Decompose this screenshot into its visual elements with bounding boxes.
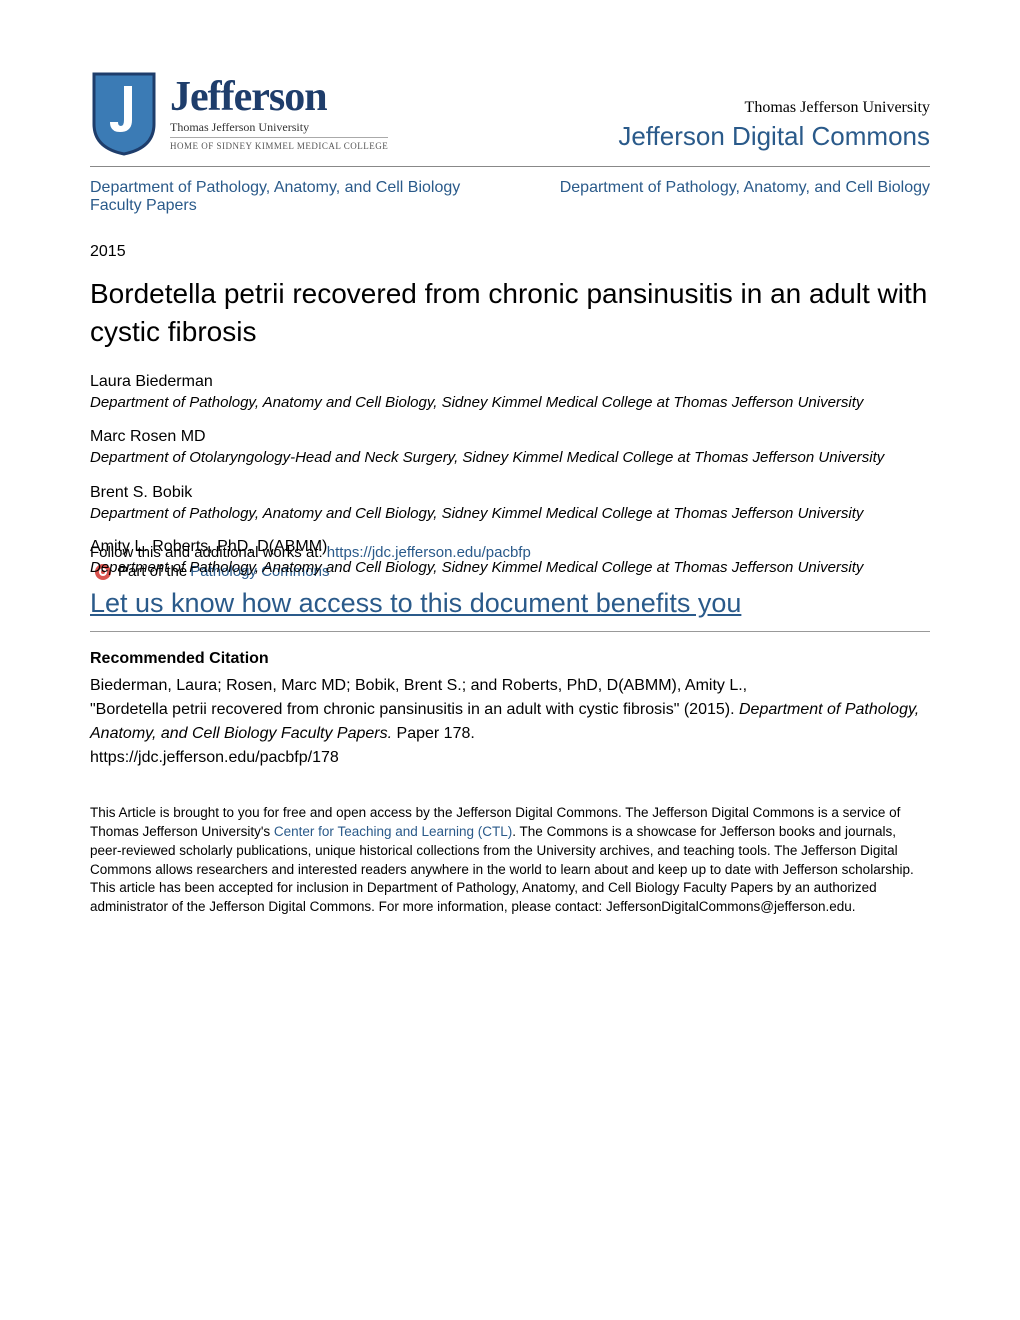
author-name: Marc Rosen MD [90, 428, 930, 446]
citation-line: "Bordetella petrii recovered from chroni… [90, 701, 735, 718]
author-block: Brent S. Bobik Department of Pathology, … [90, 484, 930, 524]
jefferson-shield-icon [90, 70, 158, 156]
author-name: Laura Biederman [90, 373, 930, 391]
author-block: Marc Rosen MD Department of Otolaryngolo… [90, 428, 930, 468]
citation-line: Biederman, Laura; Rosen, Marc MD; Bobik,… [90, 677, 747, 694]
follow-prefix: Follow this and additional works at: [90, 544, 327, 561]
logo-tagline: HOME OF SIDNEY KIMMEL MEDICAL COLLEGE [170, 137, 388, 151]
logo-block: Jefferson Thomas Jefferson University HO… [90, 70, 388, 156]
logo-wordmark: Jefferson [170, 76, 388, 118]
citation-heading: Recommended Citation [90, 650, 930, 668]
citation-body: Biederman, Laura; Rosen, Marc MD; Bobik,… [90, 674, 930, 770]
repository-link[interactable]: Jefferson Digital Commons [618, 121, 930, 151]
publication-year: 2015 [90, 243, 930, 261]
author-name: Brent S. Bobik [90, 484, 930, 502]
follow-works-line: Follow this and additional works at: htt… [90, 543, 531, 563]
logo-text: Jefferson Thomas Jefferson University HO… [170, 76, 388, 151]
follow-works-link[interactable]: https://jdc.jefferson.edu/pacbfp [327, 544, 531, 561]
page-header: Jefferson Thomas Jefferson University HO… [90, 70, 930, 156]
citation-paper-num: Paper 178. [392, 725, 475, 742]
citation-url: https://jdc.jefferson.edu/pacbfp/178 [90, 749, 339, 766]
department-link[interactable]: Department of Pathology, Anatomy, and Ce… [560, 179, 930, 215]
collection-link[interactable]: Department of Pathology, Anatomy, and Ce… [90, 179, 493, 215]
author-affiliation: Department of Otolaryngology-Head and Ne… [90, 448, 930, 468]
author-affiliation: Department of Pathology, Anatomy and Cel… [90, 504, 930, 524]
author-affiliation: Department of Pathology, Anatomy and Cel… [90, 393, 930, 413]
logo-subtitle: Thomas Jefferson University [170, 120, 388, 135]
footer-text: This Article is brought to you for free … [90, 804, 930, 917]
header-right: Thomas Jefferson University Jefferson Di… [618, 99, 930, 156]
institution-name: Thomas Jefferson University [618, 99, 930, 117]
divider [90, 631, 930, 632]
benefits-link[interactable]: Let us know how access to this document … [90, 588, 930, 619]
ctl-link[interactable]: Center for Teaching and Learning (CTL) [274, 824, 512, 839]
breadcrumb-row: Department of Pathology, Anatomy, and Ce… [90, 179, 930, 215]
divider [90, 166, 930, 167]
author-overlap-region: Amity L. Roberts, PhD, D(ABMM) Follow th… [90, 537, 930, 582]
author-block: Laura Biederman Department of Pathology,… [90, 373, 930, 413]
paper-title: Bordetella petrii recovered from chronic… [90, 275, 930, 351]
